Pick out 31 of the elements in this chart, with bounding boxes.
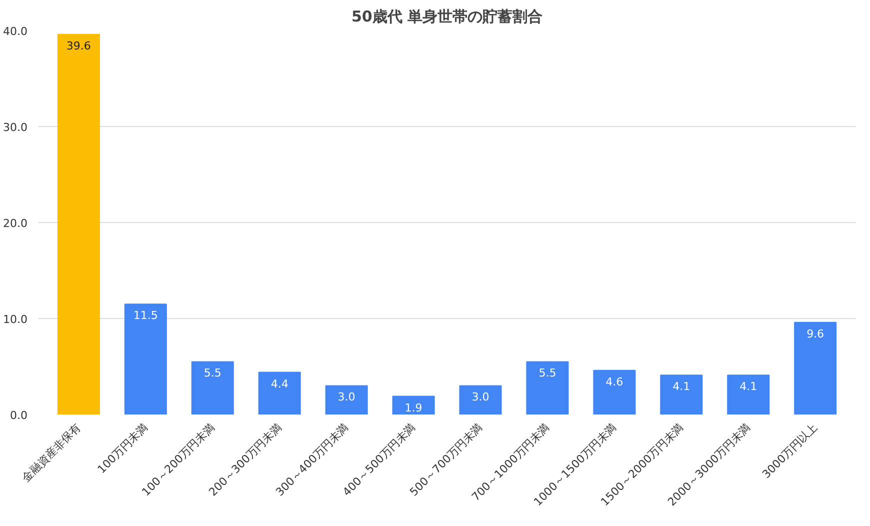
y-tick-label: 30.0 (3, 121, 28, 134)
data-label: 3.0 (338, 390, 356, 404)
bar (660, 374, 703, 414)
y-tick-label: 40.0 (3, 25, 28, 38)
bar (459, 385, 502, 414)
data-label: 5.5 (538, 366, 556, 380)
bar (593, 370, 636, 414)
x-tick-label: 金融資産非保有 (20, 420, 84, 485)
chart-title: 50歳代 単身世帯の貯蓄割合 (351, 8, 543, 26)
bar (727, 374, 770, 414)
bar (325, 385, 368, 414)
y-tick-label: 20.0 (3, 217, 28, 230)
data-label: 4.6 (606, 375, 624, 388)
y-tick-label: 0.0 (10, 409, 28, 422)
bar (124, 304, 167, 414)
data-label: 4.4 (270, 377, 288, 390)
data-label: 1.9 (404, 401, 422, 414)
data-label: 11.5 (133, 309, 158, 322)
bar (258, 372, 301, 414)
bar (191, 361, 234, 414)
data-label: 4.1 (740, 380, 758, 394)
bar (392, 396, 435, 414)
bar (526, 361, 569, 414)
bar (794, 322, 837, 414)
data-label: 39.6 (66, 39, 91, 52)
data-label: 9.6 (806, 327, 824, 340)
bar (57, 34, 100, 414)
data-label: 5.5 (204, 366, 222, 380)
y-tick-label: 10.0 (3, 313, 28, 326)
data-label: 3.0 (472, 390, 490, 404)
data-label: 4.1 (672, 380, 690, 394)
